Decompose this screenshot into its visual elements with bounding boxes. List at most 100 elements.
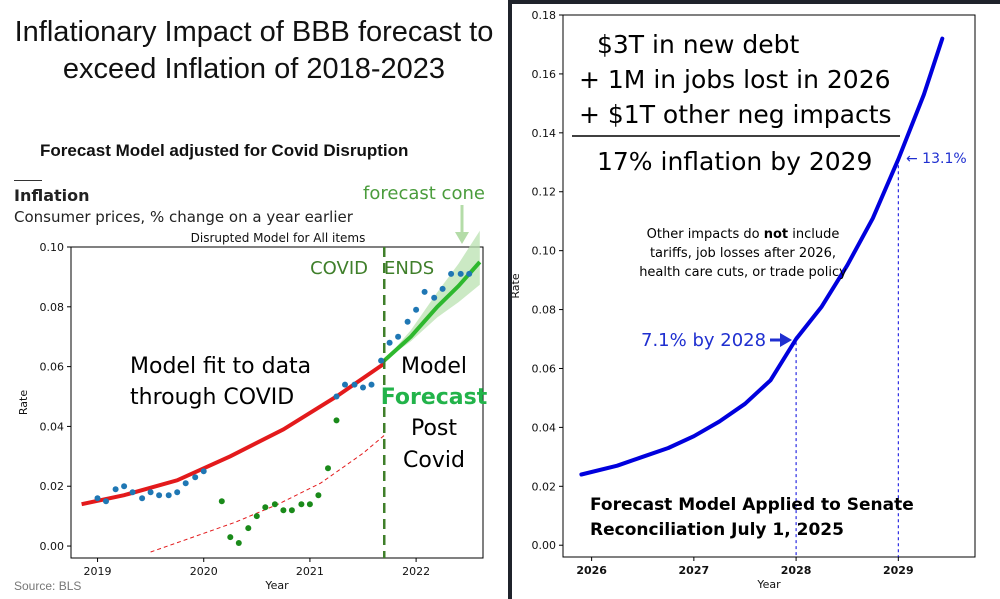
source-label: Source: BLS	[14, 579, 82, 593]
disrupted-point	[262, 504, 269, 511]
observed-point	[174, 489, 181, 496]
model-fit-line1: Model fit to data	[130, 354, 311, 379]
note-line-2: tariffs, job losses after 2026,	[650, 246, 836, 261]
label-rule	[14, 180, 42, 181]
right-x-axis-label: Year	[756, 578, 781, 591]
callout-2028: 7.1% by 2028	[641, 330, 766, 351]
inflation-sublabel: Consumer prices, % change on a year earl…	[14, 208, 353, 226]
observed-point	[351, 381, 358, 388]
observed-point	[121, 483, 128, 490]
left-x-tick-label: 2021	[296, 565, 324, 578]
note-line-3: health care cuts, or trade policy	[639, 265, 847, 280]
observed-point	[404, 318, 411, 325]
box-result: 17% inflation by 2029	[597, 147, 872, 176]
observed-point	[333, 393, 340, 400]
right-y-tick-label: 0.10	[532, 245, 557, 258]
forecast-inflation-line	[579, 36, 945, 477]
observed-point	[192, 474, 199, 481]
observed-point	[439, 285, 446, 292]
left-y-tick-label: 0.04	[40, 420, 65, 433]
observed-point	[94, 495, 101, 502]
disrupted-point	[298, 501, 305, 508]
footer-line-2: Reconciliation July 1, 2025	[590, 520, 844, 540]
observed-point	[457, 270, 464, 277]
right-y-tick-label: 0.04	[532, 421, 557, 434]
disrupted-point	[306, 501, 313, 508]
observed-point	[342, 381, 348, 388]
main-title: Inflationary Impact of BBB forecast to e…	[14, 16, 494, 85]
forecast-cone	[384, 230, 480, 361]
forecast-label: Forecast	[381, 385, 488, 410]
observed-point	[378, 357, 385, 364]
right-x-tick-label: 2028	[781, 564, 812, 577]
right-y-tick-label: 0.12	[532, 186, 557, 199]
disrupted-point	[245, 525, 252, 532]
model-fit-line2: through COVID	[130, 385, 294, 410]
covid-label: COVID	[310, 258, 368, 279]
note-line-1-start: Other impacts do	[647, 227, 764, 242]
forecast-cone-arrow-head	[455, 232, 469, 244]
left-plot-frame	[70, 246, 484, 559]
left-y-tick-label: 0.00	[40, 540, 65, 553]
left-chart-title: Disrupted Model for All items	[191, 231, 366, 245]
right-y-tick-label: 0.06	[532, 362, 557, 375]
observed-point	[200, 468, 207, 475]
right-chart: 2026 2027 2028 2029 0.00 0.02 0.04 0.06 0.08 0.10…	[512, 9, 976, 591]
right-x-tick-label: 2026	[576, 564, 607, 577]
observed-point	[386, 339, 393, 346]
box-line-2: + 1M in jobs lost in 2026	[579, 65, 891, 94]
observed-point	[156, 492, 163, 499]
observed-point	[139, 495, 146, 502]
right-y-tick-label: 0.18	[532, 9, 557, 22]
observed-point	[147, 489, 154, 496]
left-panel: Inflationary Impact of BBB forecast to e…	[0, 0, 508, 599]
observed-point	[165, 492, 172, 499]
note-line-1-end: include	[788, 227, 839, 242]
disrupted-point	[288, 507, 295, 514]
right-x-tick-label: 2027	[679, 564, 710, 577]
left-y-tick-label: 0.10	[40, 241, 65, 254]
right-y-tick-label: 0.08	[532, 304, 557, 317]
observed-point	[360, 384, 366, 391]
right-panel: 2026 2027 2028 2029 0.00 0.02 0.04 0.06 0.08 0.10…	[512, 4, 1000, 599]
disrupted-point	[218, 498, 225, 505]
disrupted-point	[253, 513, 260, 520]
right-y-tick-label: 0.16	[532, 68, 557, 81]
disrupted-point	[227, 534, 234, 541]
disrupted-point	[271, 501, 278, 508]
forecast-cone-label: forecast cone	[363, 183, 485, 204]
observed-point	[448, 270, 455, 277]
observed-point	[112, 486, 119, 493]
post-label: Post	[411, 416, 457, 441]
right-y-tick-label: 0.00	[532, 539, 557, 552]
observed-point	[421, 288, 428, 295]
footer-line-1: Forecast Model Applied to Senate	[590, 495, 914, 515]
left-x-tick-label: 2019	[84, 565, 112, 578]
observed-point	[368, 381, 375, 388]
left-chart: Disrupted Model for All items 2019 2020 20…	[17, 183, 488, 592]
disrupted-point	[315, 492, 322, 499]
disrupted-point	[235, 540, 242, 546]
disrupted-model-line	[150, 435, 385, 553]
disrupted-point	[325, 465, 331, 472]
model-forecast-line	[382, 260, 482, 363]
observed-point	[431, 294, 438, 301]
note-not-word: not	[764, 227, 788, 242]
model-label: Model	[401, 354, 467, 379]
ends-label: ENDS	[384, 258, 434, 279]
left-x-tick-label: 2020	[190, 565, 218, 578]
box-line-1: $3T in new debt	[597, 30, 800, 59]
left-x-tick-label: 2022	[402, 565, 430, 578]
observed-point	[103, 498, 109, 505]
inflation-label: Inflation	[14, 186, 90, 205]
observed-point	[466, 270, 473, 277]
right-plot-frame	[562, 14, 976, 558]
box-line-3: + $1T other neg impacts	[579, 100, 892, 129]
observed-point	[413, 306, 420, 313]
left-y-tick-label: 0.08	[40, 301, 65, 314]
right-y-tick-label: 0.02	[532, 480, 557, 493]
observed-point	[182, 480, 189, 487]
disrupted-point	[333, 417, 340, 424]
right-y-axis-label: Rate	[512, 273, 522, 298]
note-line-1: Other impacts do not include	[647, 227, 840, 242]
